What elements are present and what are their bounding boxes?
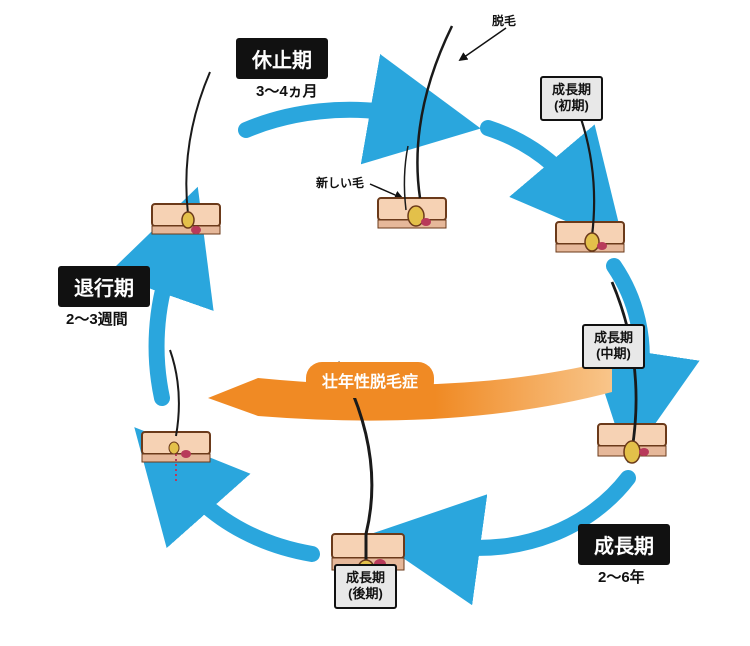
phase-catagen-sub: 2〜3週間 bbox=[66, 308, 128, 329]
callout-shed: 脱毛 bbox=[492, 12, 516, 29]
phase-anagen-title: 成長期 bbox=[578, 524, 670, 565]
phase-anagen-sub: 2〜6年 bbox=[598, 566, 645, 587]
hair-cycle-diagram: 休止期 3〜4ヵ月 退行期 2〜3週間 成長期 2〜6年 成長期 (初期) 成長… bbox=[0, 0, 750, 646]
stage-anagen-early-l2: (初期) bbox=[554, 98, 589, 113]
cycle-arrows bbox=[157, 110, 642, 554]
phase-catagen-title: 退行期 bbox=[58, 266, 150, 307]
callout-newhair: 新しい毛 bbox=[316, 174, 364, 191]
stage-anagen-mid: 成長期 (中期) bbox=[582, 324, 645, 369]
stage-anagen-late-l2: (後期) bbox=[348, 586, 383, 601]
stage-anagen-early: 成長期 (初期) bbox=[540, 76, 603, 121]
aga-label: 壮年性脱毛症 bbox=[306, 362, 434, 398]
phase-telogen-sub: 3〜4ヵ月 bbox=[256, 80, 318, 101]
stage-anagen-late-l1: 成長期 bbox=[346, 570, 385, 585]
stage-anagen-early-l1: 成長期 bbox=[552, 82, 591, 97]
stage-anagen-late: 成長期 (後期) bbox=[334, 564, 397, 609]
stage-anagen-mid-l1: 成長期 bbox=[594, 330, 633, 345]
phase-telogen-title: 休止期 bbox=[236, 38, 328, 79]
stage-anagen-mid-l2: (中期) bbox=[596, 346, 631, 361]
